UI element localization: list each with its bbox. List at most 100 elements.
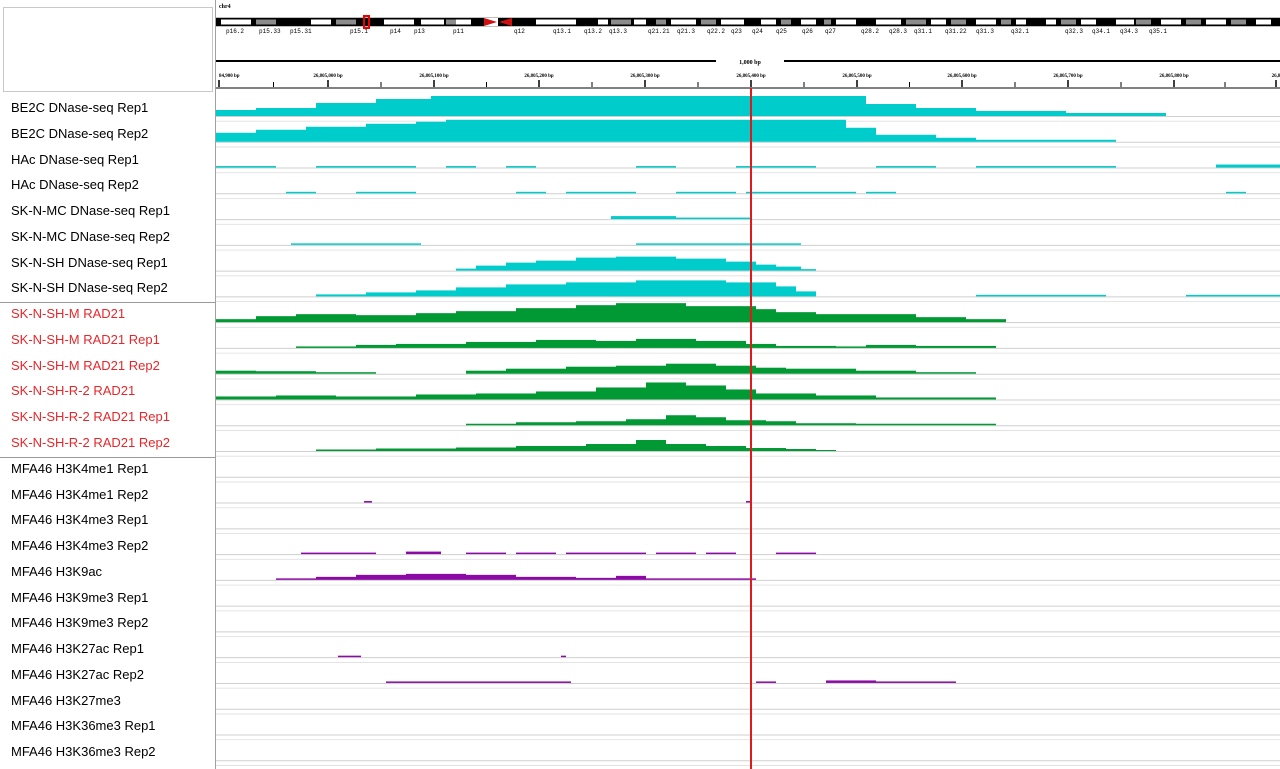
track-row[interactable] — [216, 96, 1280, 122]
cytoband-label: p15.31 — [290, 28, 312, 35]
track-name-label[interactable]: BE2C DNase-seq Rep1 — [11, 100, 149, 115]
cytoband — [761, 19, 776, 25]
track-name-label[interactable]: SK-N-SH-R-2 RAD21 — [11, 383, 136, 399]
track-background — [216, 611, 1280, 638]
track-name-label[interactable]: MFA46 H3K4me3 Rep2 — [11, 538, 149, 554]
track-row[interactable] — [216, 119, 1280, 148]
cytoband-label: p13 — [414, 28, 425, 35]
track-row[interactable] — [216, 456, 1280, 483]
track-name-label[interactable]: HAc DNase-seq Rep2 — [11, 177, 139, 193]
coverage-bar — [1216, 164, 1280, 168]
track-name-label[interactable]: MFA46 H3K4me1 Rep2 — [11, 486, 149, 502]
track-name-label[interactable]: SK-N-SH-M RAD21 Rep2 — [11, 357, 160, 373]
track-name-label[interactable]: SK-N-SH-R-2 RAD21 Rep2 — [11, 435, 170, 450]
cytoband — [1061, 19, 1076, 25]
coverage-bar — [636, 243, 801, 245]
track-row[interactable] — [216, 534, 1280, 560]
coverage-bar — [216, 370, 256, 374]
cytoband-label: q21.3 — [677, 28, 695, 35]
coverage-bar — [816, 191, 856, 194]
track-name-label[interactable]: SK-N-SH-M RAD21 Rep1 — [11, 331, 160, 347]
track-row[interactable] — [216, 224, 1280, 251]
track-background — [216, 740, 1280, 767]
track-name-label[interactable]: MFA46 H3K27me3 — [11, 692, 121, 708]
coverage-bar — [466, 552, 506, 555]
cytoband-label: q27 — [825, 28, 836, 35]
track-name-label[interactable]: MFA46 H3K9me3 Rep1 — [11, 589, 149, 605]
coverage-bar — [786, 449, 816, 452]
cytoband-label: q34.3 — [1120, 28, 1138, 35]
coverage-bar — [666, 363, 716, 374]
track-name-label[interactable]: MFA46 H3K9ac — [11, 563, 103, 579]
chromosome-ideogram[interactable] — [216, 15, 1280, 29]
track-name-label[interactable]: MFA46 H3K9me3 Rep2 — [11, 615, 149, 631]
track-row[interactable] — [216, 482, 1280, 509]
track-row[interactable] — [216, 740, 1280, 767]
track-row[interactable] — [216, 353, 1280, 380]
track-name-label[interactable]: MFA46 H3K4me3 Rep1 — [11, 512, 149, 528]
coverage-bar — [586, 444, 636, 452]
track-name-label[interactable]: HAc DNase-seq Rep1 — [11, 151, 139, 167]
track-row[interactable] — [216, 662, 1280, 689]
coverage-bar — [296, 314, 356, 323]
track-name-label[interactable]: SK-N-SH-R-2 RAD21 Rep1 — [11, 409, 170, 425]
track-name-label[interactable]: MFA46 H3K36me3 Rep1 — [11, 718, 156, 734]
cytoband-label: q13.1 — [553, 28, 571, 35]
coverage-bar — [636, 440, 666, 452]
track-name-label[interactable]: SK-N-MC DNase-seq Rep1 — [11, 203, 170, 219]
track-row[interactable] — [216, 327, 1280, 354]
track-row[interactable] — [216, 431, 1280, 457]
track-row[interactable] — [216, 147, 1280, 174]
coverage-bar — [696, 340, 746, 348]
track-row[interactable] — [216, 611, 1280, 638]
track-background — [216, 147, 1280, 174]
track-row[interactable] — [216, 276, 1280, 303]
track-row[interactable] — [216, 302, 1280, 328]
track-row[interactable] — [216, 199, 1280, 225]
track-background — [216, 327, 1280, 354]
track-row[interactable] — [216, 405, 1280, 432]
track-row[interactable] — [216, 173, 1280, 200]
track-data-area[interactable] — [216, 96, 1280, 769]
track-name-label[interactable]: MFA46 H3K27ac Rep2 — [11, 666, 144, 682]
coverage-bar — [396, 343, 466, 348]
track-row[interactable] — [216, 688, 1280, 715]
coverage-bar — [916, 108, 976, 116]
coverage-bar — [506, 368, 566, 374]
coverage-bar — [1066, 113, 1166, 116]
coverage-bar — [646, 382, 686, 400]
track-group-separator — [0, 456, 215, 458]
cytoband — [931, 19, 946, 25]
track-row[interactable] — [216, 585, 1280, 612]
track-name-label[interactable]: SK-N-SH DNase-seq Rep2 — [11, 280, 168, 296]
track-row[interactable] — [216, 508, 1280, 535]
track-name-label[interactable]: MFA46 H3K4me1 Rep1 — [11, 460, 149, 476]
track-row[interactable] — [216, 559, 1280, 586]
coverage-bar — [676, 217, 751, 220]
track-name-label[interactable]: MFA46 H3K27ac Rep1 — [11, 641, 144, 657]
cytoband — [976, 19, 996, 25]
cytoband — [256, 19, 276, 25]
track-row[interactable] — [216, 714, 1280, 741]
ruler-tick-label: 26,805,700 bp — [1053, 74, 1083, 79]
ruler-tick-label: 84,900 bp — [219, 74, 240, 79]
coverage-bar — [876, 397, 996, 400]
track-name-label[interactable]: BE2C DNase-seq Rep2 — [11, 125, 149, 141]
coverage-bar — [976, 139, 1116, 142]
coverage-bar — [576, 257, 616, 271]
coverage-bar — [366, 123, 416, 142]
cytoband-label: q31.22 — [945, 28, 967, 35]
coverage-bar — [596, 387, 646, 400]
track-name-label[interactable]: MFA46 H3K36me3 Rep2 — [11, 744, 156, 760]
track-row[interactable] — [216, 637, 1280, 663]
ruler[interactable]: 84,900 bp 26,805,000 bp 26,805,100 bp 26,80… — [216, 74, 1280, 89]
track-name-label[interactable]: SK-N-SH DNase-seq Rep1 — [11, 254, 168, 270]
track-name-label[interactable]: SK-N-MC DNase-seq Rep2 — [11, 228, 170, 244]
coverage-bar — [316, 576, 356, 580]
coverage-bar — [846, 127, 876, 142]
track-name-label[interactable]: SK-N-SH-M RAD21 — [11, 306, 126, 322]
track-row[interactable] — [216, 379, 1280, 406]
coverage-bar — [626, 419, 666, 426]
track-row[interactable] — [216, 250, 1280, 277]
